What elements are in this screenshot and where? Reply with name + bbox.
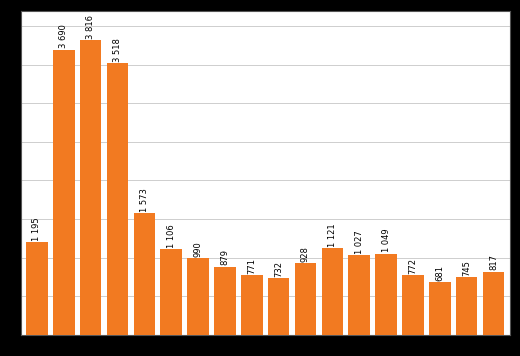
Text: 772: 772 [408, 257, 418, 273]
Text: 3 690: 3 690 [59, 25, 68, 48]
Bar [268, 278, 289, 335]
Bar [456, 277, 477, 335]
Bar [429, 282, 450, 335]
Bar [375, 254, 397, 335]
Bar [161, 249, 182, 335]
Text: 732: 732 [274, 261, 283, 277]
Text: 3 518: 3 518 [113, 38, 122, 62]
Text: 771: 771 [248, 258, 256, 274]
Bar [483, 272, 504, 335]
Text: 1 027: 1 027 [355, 230, 363, 254]
Text: 681: 681 [435, 265, 444, 281]
Text: 879: 879 [220, 249, 229, 265]
Text: 1 106: 1 106 [167, 224, 176, 248]
Bar [187, 258, 209, 335]
Bar [134, 213, 155, 335]
Text: 1 121: 1 121 [328, 223, 337, 247]
Bar [214, 267, 236, 335]
Bar [80, 40, 101, 335]
Text: 817: 817 [489, 254, 498, 270]
Bar [402, 275, 424, 335]
Text: 745: 745 [462, 260, 471, 276]
Text: 1 049: 1 049 [382, 229, 391, 252]
Bar [241, 275, 263, 335]
Bar [53, 50, 74, 335]
Bar [348, 255, 370, 335]
Bar [321, 248, 343, 335]
Text: 990: 990 [193, 241, 203, 257]
Text: 1 195: 1 195 [32, 217, 42, 241]
Bar [107, 63, 128, 335]
Text: 928: 928 [301, 246, 310, 262]
Text: 1 573: 1 573 [140, 188, 149, 212]
Text: 3 816: 3 816 [86, 15, 95, 39]
Bar [26, 242, 48, 335]
Bar [295, 263, 316, 335]
